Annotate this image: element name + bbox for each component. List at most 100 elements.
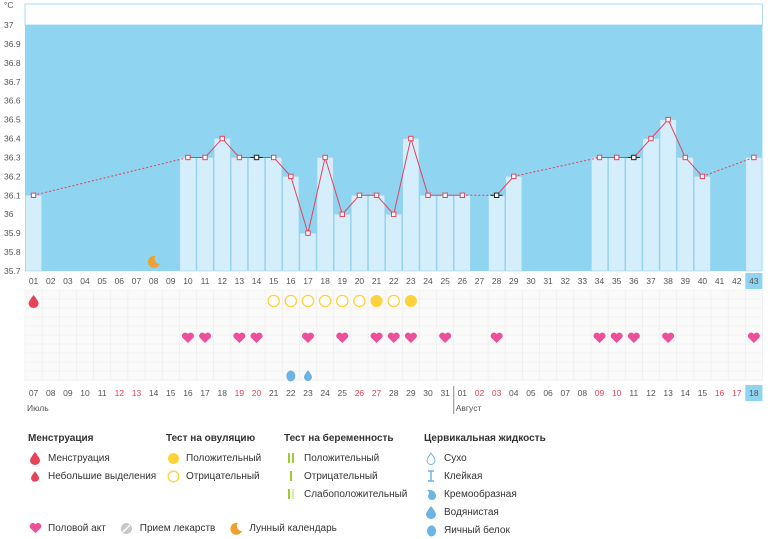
date-label: 02 [475, 388, 485, 398]
cycle-day-label: 07 [132, 276, 142, 286]
temperature-line [324, 157, 343, 215]
cycle-day-label: 20 [355, 276, 365, 286]
cycle-day-label: 12 [217, 276, 227, 286]
temperature-point [442, 192, 448, 199]
temperature-point [253, 154, 260, 161]
temperature-point [339, 211, 345, 217]
ovulation-test-negative [301, 294, 315, 308]
legend-bottom-row: Половой акт Прием лекарств Лунный календ… [28, 519, 351, 537]
temperature-bar [676, 157, 694, 272]
y-tick-label: 36.6 [4, 96, 21, 106]
temperature-line [290, 176, 309, 234]
y-tick-label: 36.8 [4, 58, 21, 68]
date-label: 10 [80, 388, 90, 398]
moon-icon [229, 521, 243, 535]
intercourse-heart [747, 332, 760, 343]
double-line-icon [284, 451, 298, 465]
watery-drop-icon [424, 505, 438, 519]
temperature-point [631, 154, 637, 161]
y-tick-label: 37 [4, 20, 14, 30]
temperature-line [684, 157, 703, 177]
temperature-bar [248, 157, 265, 272]
cycle-day-label: 36 [629, 276, 639, 286]
date-label: 14 [681, 388, 691, 398]
creamy-icon [424, 487, 438, 501]
date-label: 20 [252, 388, 262, 398]
temperature-bar [333, 213, 351, 272]
highlight-date-cell [745, 385, 763, 401]
temperature-line [393, 138, 412, 215]
temperature-line [410, 138, 429, 196]
cycle-day-label: 21 [372, 276, 382, 286]
legend-pregnancy-negative-label: Отрицательный [304, 470, 378, 482]
intercourse-heart [387, 332, 400, 343]
date-label: 11 [629, 388, 638, 398]
date-label: 27 [372, 388, 382, 398]
intercourse-heart [404, 332, 417, 343]
temperature-bar [299, 232, 317, 272]
temperature-point [322, 154, 328, 161]
intercourse-heart [627, 332, 640, 343]
legend-menstruation-label: Менструация [48, 452, 110, 464]
date-label: 30 [423, 388, 433, 398]
date-label: 18 [217, 388, 227, 398]
temperature-bar [608, 157, 626, 272]
temperature-bar [625, 157, 643, 272]
temperature-line [307, 157, 326, 234]
date-label: 17 [200, 388, 210, 398]
temperature-line [341, 194, 360, 215]
pill-icon [120, 521, 134, 535]
legend-pregnancy-weak-label: Слабоположительный [304, 488, 408, 500]
legend-ovulation-negative: Отрицательный [166, 467, 261, 485]
temperature-point [408, 135, 414, 142]
single-line-icon [284, 469, 298, 483]
intercourse-heart [439, 332, 452, 343]
temperature-point [30, 192, 37, 199]
legend-fluid-eggwhite-label: Яичный белок [444, 524, 510, 536]
ovulation-test-positive [370, 295, 383, 307]
date-label: 17 [732, 388, 742, 398]
intercourse-heart [199, 332, 212, 343]
date-label: 09 [595, 388, 605, 398]
date-label: 07 [29, 388, 39, 398]
cycle-day-label: 27 [475, 276, 485, 286]
y-unit-label: °C [4, 0, 14, 10]
date-label: 07 [560, 388, 570, 398]
legend-menstruation: Менструация Менструация Небольшие выделе… [28, 433, 156, 485]
legend-fluid-sticky: Клейкая [424, 467, 546, 485]
temperature-point [236, 154, 243, 161]
cycle-day-label: 09 [166, 276, 176, 286]
temperature-point [648, 135, 654, 142]
temperature-bar [591, 157, 608, 272]
cycle-day-label: 30 [526, 276, 536, 286]
egg-white-icon [424, 523, 438, 537]
intercourse-heart [336, 332, 349, 343]
date-label: 09 [63, 388, 73, 398]
temperature-bar [436, 195, 454, 272]
intercourse-heart [181, 332, 194, 343]
date-label: 14 [149, 388, 159, 398]
temperature-bar [179, 157, 197, 272]
temperature-point [185, 154, 191, 161]
cycle-day-label: 04 [80, 276, 90, 286]
cycle-day-label: 19 [338, 276, 348, 286]
cycle-day-label: 10 [183, 276, 193, 286]
y-tick-label: 36.5 [4, 115, 21, 125]
y-tick-label: 36.7 [4, 77, 21, 87]
legend-spotting-label: Небольшие выделения [48, 470, 157, 482]
legend-cervical-fluid: Цервикальная жидкость Сухо Клейкая Кремо… [424, 433, 546, 539]
temperature-point [425, 192, 431, 199]
legend-moon: Лунный календарь [229, 519, 337, 537]
date-label: 19 [235, 388, 245, 398]
date-label: 03 [492, 388, 502, 398]
date-label: 04 [509, 388, 519, 398]
temperature-bar [419, 195, 437, 272]
cycle-day-label: 40 [698, 276, 708, 286]
temperature-point [356, 192, 363, 199]
cycle-day-label: 11 [201, 276, 210, 286]
cycle-day-label: 23 [406, 276, 416, 286]
temperature-line [650, 119, 669, 139]
legend-pregnancy-test: Тест на беременность Положительный Отриц… [284, 433, 407, 503]
date-label: 06 [543, 388, 553, 398]
legend-fluid-creamy-label: Кремообразная [444, 488, 517, 500]
